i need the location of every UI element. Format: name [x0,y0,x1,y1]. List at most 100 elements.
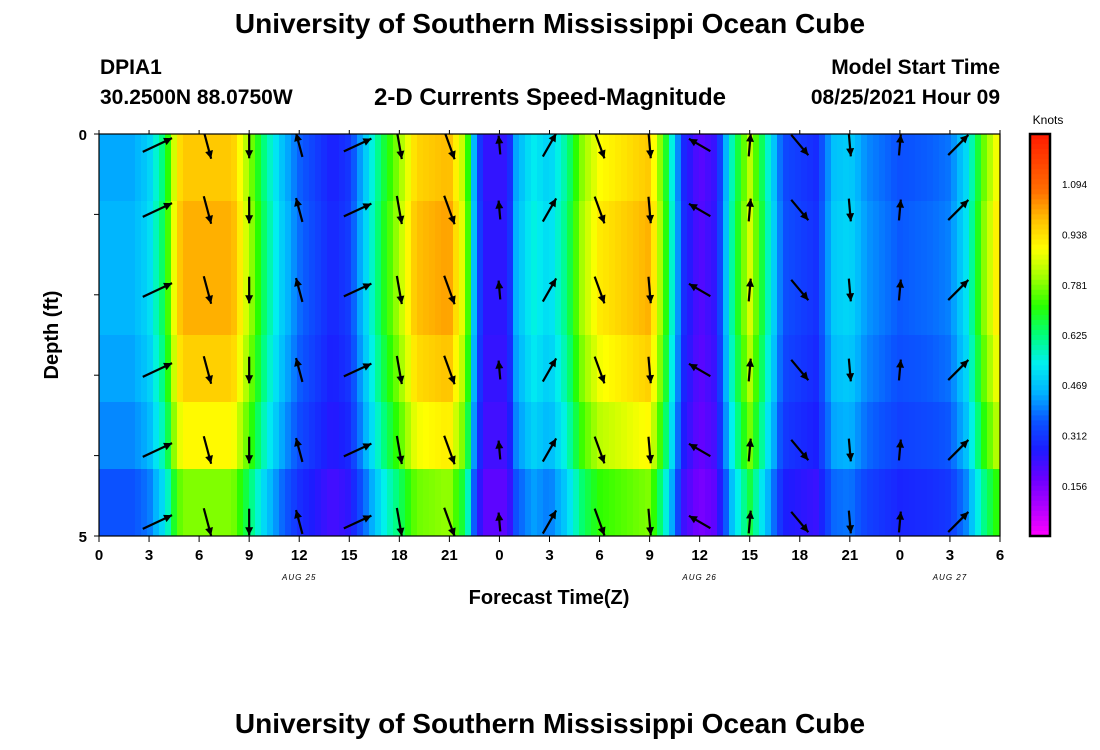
current-vector-arrow [947,359,970,381]
colorbar-swatch [1030,329,1050,336]
current-vector-arrow [343,137,372,153]
heatmap-cell [777,402,784,470]
heatmap-cell [381,268,388,336]
heatmap-cell [183,469,190,536]
heatmap-cell [747,134,754,202]
heatmap-cell [849,201,856,269]
x-tick-label: 21 [841,547,858,564]
heatmap-cell [237,335,244,403]
heatmap-cell [543,335,550,403]
x-tick-label: 15 [341,547,358,564]
heatmap-cell [813,402,820,470]
heatmap-cell [969,335,976,403]
heatmap-cell [855,469,862,536]
heatmap-cell [225,402,232,470]
heatmap-cell [237,402,244,470]
colorbar-swatch [1030,169,1050,175]
heatmap-cell [699,134,706,202]
heatmap-cell [471,134,478,202]
colorbar-swatch [1030,500,1050,507]
colorbar-tick-label: 0.781 [1062,281,1087,292]
heatmap-cell [447,201,454,269]
heatmap-cell [945,469,952,536]
heatmap-cell [567,402,574,470]
heatmap-cell [615,335,622,403]
heatmap-cell [417,469,424,536]
heatmap-cell [477,134,484,202]
heatmap-cell [981,268,988,336]
heatmap-cell [549,335,556,403]
heatmap-cell [339,134,346,202]
heatmap-cell [663,134,670,202]
heatmap-cell [261,268,268,336]
heatmap-cell [537,469,544,536]
heatmap-cell [897,134,904,202]
colorbar-swatch [1030,249,1050,256]
heatmap-cell [441,134,448,202]
colorbar-swatch [1030,505,1050,512]
heatmap-cell [333,402,340,470]
heatmap-cell [183,201,190,269]
heatmap-cell [141,268,148,336]
heatmap-cell [135,268,142,336]
heatmap-cell [639,469,646,536]
heatmap-cell [141,201,148,269]
heatmap-cell [861,402,868,470]
heatmap-cell [465,402,472,470]
heatmap-cell [243,201,250,269]
y-tick-label: 5 [79,529,87,546]
heatmap-cell [975,268,982,336]
heatmap-cell [495,402,502,470]
heatmap-cell [921,201,928,269]
heatmap-cell [771,201,778,269]
heatmap-cell [399,469,406,536]
heatmap-cell [351,402,358,470]
heatmap-cell [975,469,982,536]
heatmap-cell [321,402,328,470]
heatmap-cell [945,134,952,202]
heatmap-cell [729,134,736,202]
heatmap-cell [603,201,610,269]
current-vector-arrow [202,195,213,225]
heatmap-cell [123,335,130,403]
heatmap-cell [315,201,322,269]
heatmap-cell [255,268,262,336]
current-vector-arrow [495,280,504,300]
heatmap-cell [951,134,958,202]
current-vector-arrow [541,437,558,463]
heatmap-cell [387,201,394,269]
heatmap-cell [675,402,682,470]
heatmap-cell [309,268,316,336]
heatmap-cell [969,402,976,470]
heatmap-cell [357,268,364,336]
heatmap-cell [621,402,628,470]
heatmap-cell [243,134,250,202]
colorbar-swatch [1030,360,1050,366]
heatmap-cell [645,469,652,536]
heatmap-cell [993,402,1000,470]
heatmap-cell [681,402,688,470]
heatmap-cell [927,402,934,470]
current-vector-arrow [790,511,810,533]
heatmap-cell [633,402,640,470]
colorbar-swatch [1030,485,1050,492]
current-vector-arrow [593,276,606,304]
heatmap-cell [765,335,772,403]
heatmap-cell [795,134,802,202]
heatmap-cell [975,201,982,269]
heatmap-cell [363,201,370,269]
heatmap-cell [339,201,346,269]
colorbar-swatch [1030,174,1050,180]
heatmap-cell [795,469,802,536]
heatmap-cell [825,469,832,536]
current-vector-arrow [203,134,213,160]
heatmap-cell [891,201,898,269]
heatmap-cell [501,201,508,269]
heatmap-cell [771,469,778,536]
current-vector-arrow [443,195,456,225]
heatmap-cell [489,201,496,269]
heatmap-cell [981,201,988,269]
heatmap-cell [651,201,658,269]
heatmap-cell [171,402,178,470]
current-vector-arrow [790,199,810,221]
